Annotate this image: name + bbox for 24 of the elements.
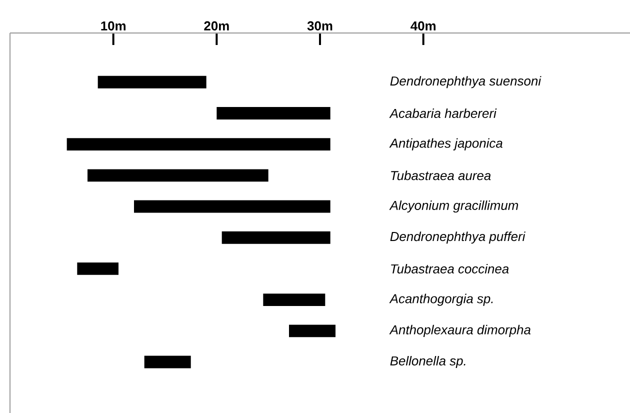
y-tick-label: Dendronephthya suensoni bbox=[390, 76, 542, 88]
bar bbox=[144, 356, 191, 368]
x-tick-label: 30m bbox=[307, 21, 332, 30]
y-tick-label: Acanthogorgia sp. bbox=[389, 294, 493, 306]
y-tick-label: Tubastraea aurea bbox=[391, 170, 491, 180]
x-tick-label: 40m bbox=[410, 21, 436, 30]
bar bbox=[222, 231, 330, 244]
bar bbox=[98, 76, 206, 88]
bar bbox=[66, 138, 330, 151]
bar bbox=[134, 200, 330, 213]
bar bbox=[263, 294, 326, 306]
y-tick-label: Bellonella sp. bbox=[390, 356, 466, 368]
y-tick-label: Acabaria harbereri bbox=[389, 108, 497, 118]
y-tick-label: Antipathes japonica bbox=[389, 138, 502, 150]
y-tick-label: Dendronephthya pufferi bbox=[390, 232, 526, 244]
bar bbox=[216, 107, 330, 120]
bar bbox=[289, 324, 336, 338]
y-tick-label: Tubastraea coccinea bbox=[391, 264, 509, 274]
bar bbox=[88, 169, 268, 182]
y-tick-label: Anthoplexaura dimorpha bbox=[389, 324, 531, 337]
bar bbox=[77, 262, 118, 275]
x-tick-label: 20m bbox=[204, 21, 229, 30]
y-tick-label: Alcyonium gracillimum bbox=[389, 200, 518, 213]
x-tick-label: 10m bbox=[101, 21, 126, 30]
